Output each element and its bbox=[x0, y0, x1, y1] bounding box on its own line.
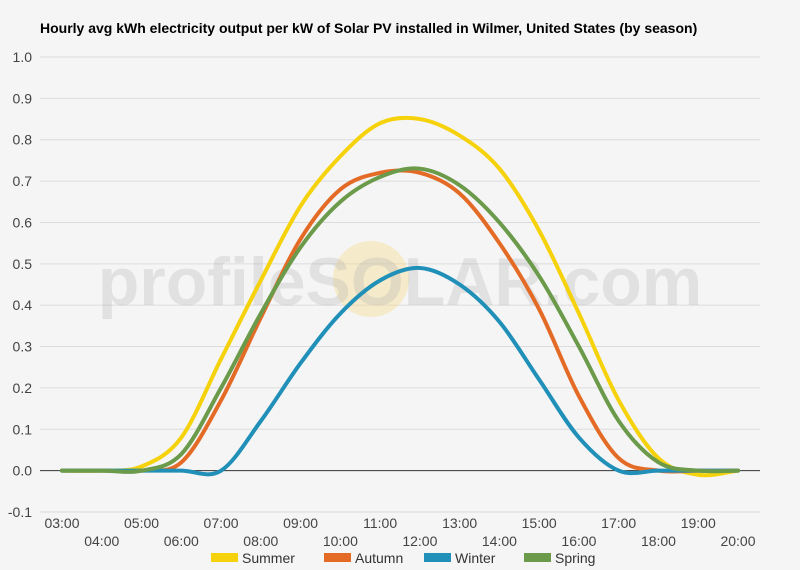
x-tick-label: 13:00 bbox=[442, 515, 477, 531]
legend-label: Summer bbox=[242, 550, 295, 566]
x-tick-label: 19:00 bbox=[681, 515, 716, 531]
x-tick-label: 20:00 bbox=[720, 533, 755, 549]
y-tick-label: 0.4 bbox=[13, 297, 33, 313]
y-tick-label: -0.1 bbox=[8, 504, 32, 520]
chart-title: Hourly avg kWh electricity output per kW… bbox=[40, 20, 698, 36]
series-line-autumn bbox=[60, 168, 740, 474]
legend-swatch bbox=[424, 553, 451, 562]
x-tick-label: 09:00 bbox=[283, 515, 318, 531]
watermark-sun-icon bbox=[333, 241, 409, 317]
gridlines bbox=[40, 56, 760, 513]
x-tick-label: 10:00 bbox=[323, 533, 358, 549]
series-lines bbox=[60, 115, 740, 478]
watermark: profileSOLAR.com bbox=[98, 241, 703, 320]
x-tick-label: 16:00 bbox=[561, 533, 596, 549]
x-tick-label: 08:00 bbox=[243, 533, 278, 549]
y-tick-label: 0.1 bbox=[13, 421, 33, 437]
legend-item-spring[interactable]: Spring bbox=[524, 550, 595, 566]
x-tick-label: 06:00 bbox=[164, 533, 199, 549]
y-axis: -0.1 0.0 0.1 0.2 0.3 0.4 0.5 0.6 0.7 0.8 0.9 1.0 bbox=[8, 49, 32, 520]
legend-item-summer[interactable]: Summer bbox=[211, 550, 295, 566]
y-tick-label: 0.3 bbox=[13, 339, 33, 355]
x-tick-label: 03:00 bbox=[44, 515, 79, 531]
legend-swatch bbox=[324, 553, 351, 562]
legend-label: Winter bbox=[455, 550, 496, 566]
y-tick-label: 0.6 bbox=[13, 214, 33, 230]
series-line-winter bbox=[60, 265, 740, 477]
legend-swatch bbox=[211, 553, 238, 562]
x-tick-label: 12:00 bbox=[402, 533, 437, 549]
legend-item-winter[interactable]: Winter bbox=[424, 550, 496, 566]
series-line-summer bbox=[60, 115, 740, 478]
y-tick-label: 0.7 bbox=[13, 173, 33, 189]
legend-label: Spring bbox=[555, 550, 595, 566]
watermark-text: profileSOLAR.com bbox=[98, 244, 703, 320]
x-tick-label: 17:00 bbox=[601, 515, 636, 531]
y-tick-label: 1.0 bbox=[13, 49, 33, 65]
y-tick-label: 0.8 bbox=[13, 132, 33, 148]
series-line-spring bbox=[60, 166, 740, 474]
x-tick-label: 11:00 bbox=[363, 515, 397, 531]
x-tick-label: 05:00 bbox=[124, 515, 159, 531]
x-tick-label: 18:00 bbox=[641, 533, 676, 549]
legend-swatch bbox=[524, 553, 551, 562]
y-tick-label: 0.0 bbox=[13, 463, 33, 479]
x-tick-label: 14:00 bbox=[482, 533, 517, 549]
legend-label: Autumn bbox=[355, 550, 403, 566]
x-tick-label: 04:00 bbox=[84, 533, 119, 549]
x-tick-label: 15:00 bbox=[522, 515, 557, 531]
y-tick-label: 0.2 bbox=[13, 380, 33, 396]
legend: Summer Autumn Winter Spring bbox=[211, 550, 595, 566]
y-tick-label: 0.5 bbox=[13, 256, 33, 272]
legend-item-autumn[interactable]: Autumn bbox=[324, 550, 403, 566]
y-tick-label: 0.9 bbox=[13, 90, 33, 106]
x-tick-label: 07:00 bbox=[204, 515, 239, 531]
